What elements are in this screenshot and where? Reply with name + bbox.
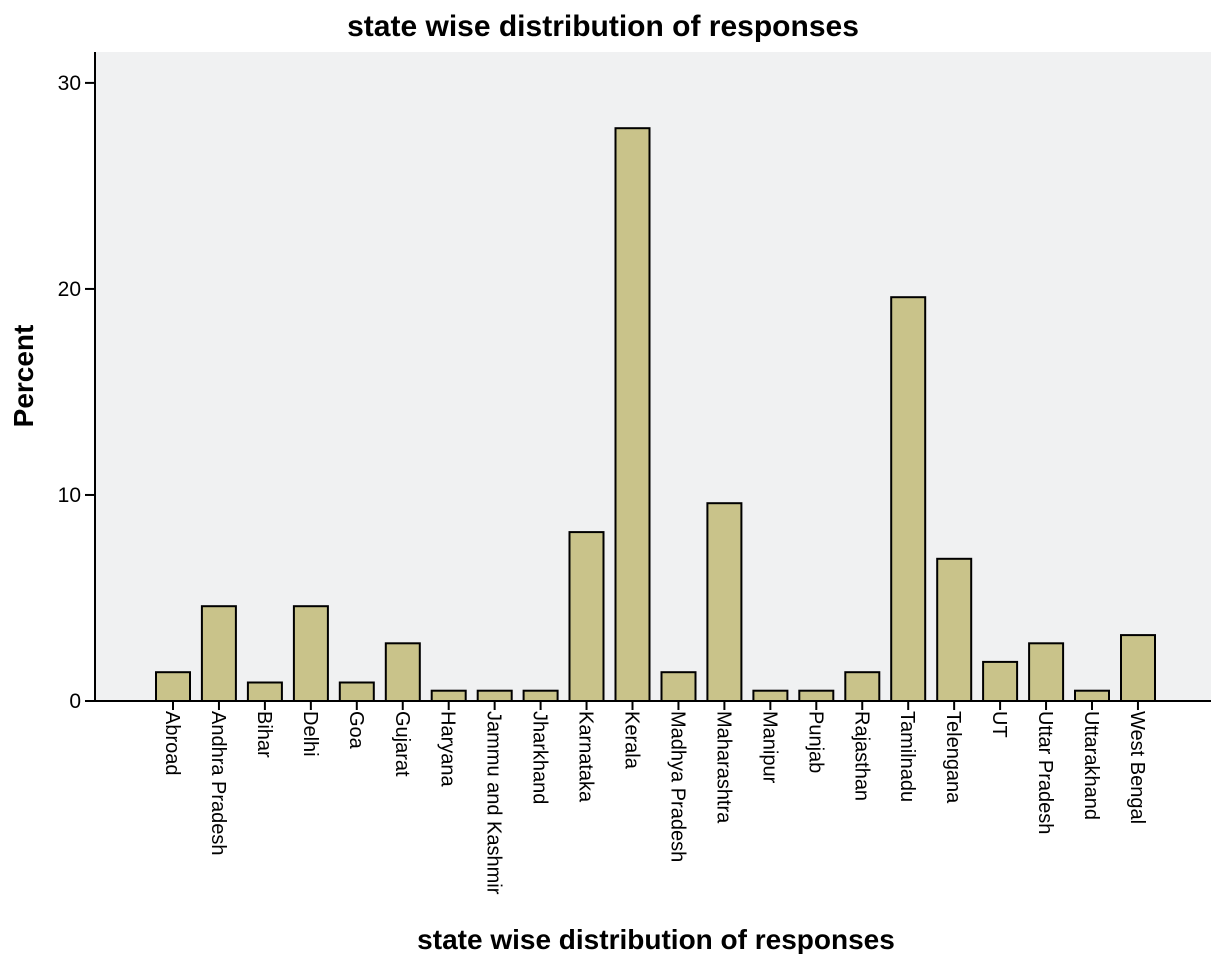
x-tick-label: Manipur	[758, 711, 780, 784]
y-tick-label: 20	[58, 278, 81, 301]
x-tick-label: Haryana	[437, 711, 459, 787]
x-tick-label: Punjab	[804, 711, 826, 773]
x-tick-label: Gujarat	[391, 711, 413, 777]
bar-ut	[982, 660, 1019, 703]
chart-title: state wise distribution of responses	[347, 10, 859, 43]
bar-jammu-and-kashmir	[476, 689, 513, 703]
x-tick-label: Jammu and Kashmir	[483, 711, 505, 895]
x-tick-label: Madhya Pradesh	[667, 711, 689, 862]
bar-punjab	[798, 689, 835, 703]
bar-kerala	[614, 127, 651, 702]
bars-group	[155, 127, 1156, 703]
x-axis: Abroad Andhra Pradesh Bihar Delhi Goa Gujarat…	[95, 700, 1211, 895]
bar-haryana	[430, 689, 467, 703]
bar-telengana	[936, 557, 973, 702]
x-tick-label: Abroad	[161, 711, 183, 776]
bar-maharashtra	[706, 502, 743, 703]
plot-background	[95, 52, 1211, 701]
x-tick-label: Karnataka	[575, 711, 597, 803]
bar-jharkhand	[522, 689, 559, 703]
x-tick-label: Delhi	[299, 711, 321, 757]
bar-karnataka	[568, 531, 605, 702]
bar-goa	[338, 681, 375, 702]
x-tick-label: Andhra Pradesh	[207, 711, 229, 856]
bar-rajasthan	[844, 671, 881, 703]
bar-madhya-pradesh	[660, 671, 697, 703]
x-tick-label: Kerala	[621, 711, 643, 770]
x-tick-label: Bihar	[253, 711, 275, 758]
x-tick-label: West Bengal	[1126, 711, 1148, 824]
x-axis-title: state wise distribution of responses	[417, 924, 895, 954]
x-tick-label: Telengana	[942, 711, 964, 804]
y-tick-label: 0	[69, 690, 81, 713]
bar-andhra-pradesh	[200, 605, 237, 703]
y-tick-label: 30	[58, 72, 81, 95]
x-tick-label: Goa	[345, 711, 367, 750]
bar-west-bengal	[1120, 634, 1156, 702]
bar-gujarat	[384, 642, 421, 702]
x-tick-label: Uttar Pradesh	[1034, 711, 1056, 834]
bar-uttarakhand	[1074, 689, 1110, 703]
bar-tamilnadu	[890, 296, 927, 702]
bar-bihar	[246, 681, 283, 702]
y-axis-title: Percent	[8, 325, 39, 428]
bar-manipur	[752, 689, 789, 703]
x-tick-label: Uttarakhand	[1080, 711, 1102, 820]
x-tick-label: Jharkhand	[529, 711, 551, 804]
x-tick-label: UT	[988, 711, 1010, 738]
y-axis: 0 10 20 30	[58, 52, 96, 713]
bar-uttar-pradesh	[1028, 642, 1065, 702]
x-tick-label: Rajasthan	[850, 711, 872, 801]
bar-delhi	[292, 605, 329, 703]
y-tick-label: 10	[58, 484, 81, 507]
x-tick-label: Maharashtra	[712, 711, 734, 824]
bar-abroad	[155, 671, 191, 703]
x-tick-label: Tamilnadu	[896, 711, 918, 802]
